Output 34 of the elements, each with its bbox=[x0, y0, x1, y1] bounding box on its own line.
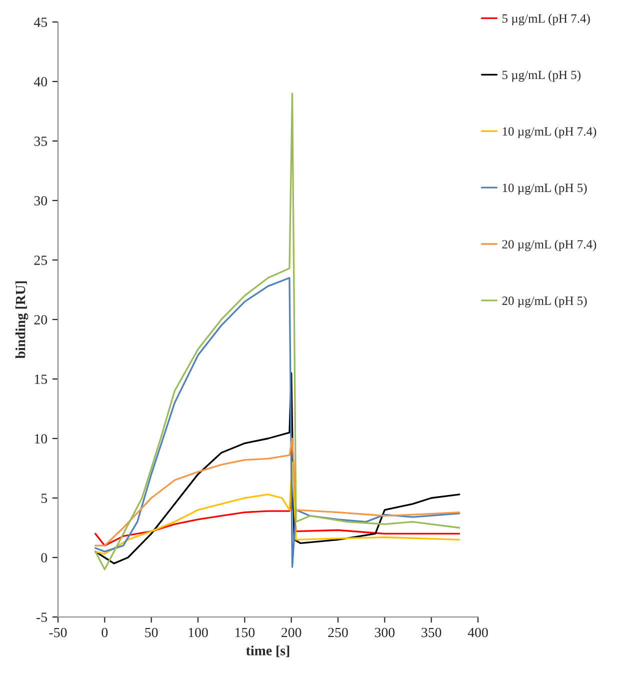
legend-label: 5 µg/mL (pH 5) bbox=[502, 70, 580, 82]
legend-label: 10 µg/mL (pH 5) bbox=[502, 183, 587, 195]
legend-label: 10 µg/mL (pH 7.4) bbox=[502, 126, 596, 138]
y-tick-label: 40 bbox=[34, 77, 48, 86]
x-tick-label: 250 bbox=[328, 628, 348, 638]
y-tick-label: 20 bbox=[34, 315, 48, 324]
y-tick-label: 0 bbox=[41, 553, 48, 562]
legend-label: 5 µg/mL (pH 7.4) bbox=[502, 14, 590, 26]
x-tick-label: 200 bbox=[282, 628, 302, 638]
y-tick-label: 10 bbox=[34, 434, 48, 444]
x-tick-label: 0 bbox=[102, 628, 108, 638]
y-tick-label: 5 bbox=[41, 494, 48, 503]
y-tick-label: 25 bbox=[34, 256, 48, 265]
y-tick-label: -5 bbox=[36, 612, 48, 622]
x-tick-label: 100 bbox=[188, 628, 208, 638]
line-series bbox=[94, 277, 460, 568]
y-tick-label: 30 bbox=[34, 196, 48, 206]
line-series bbox=[94, 461, 460, 555]
y-tick-label: 15 bbox=[34, 374, 48, 384]
line-series bbox=[94, 438, 460, 546]
y-tick-label: 45 bbox=[34, 18, 48, 27]
y-axis-title: binding [RU] bbox=[15, 281, 28, 358]
line-series bbox=[94, 92, 460, 570]
x-tick-label: 400 bbox=[468, 628, 488, 638]
x-tick-label: -50 bbox=[49, 628, 67, 638]
x-tick-label: 300 bbox=[374, 628, 395, 638]
line-series bbox=[94, 372, 460, 564]
x-tick-label: 150 bbox=[235, 628, 255, 638]
legend-label: 20 µg/mL (pH 5) bbox=[502, 296, 587, 308]
x-axis-title: time [s] bbox=[246, 646, 290, 658]
y-tick-label: 35 bbox=[34, 136, 48, 146]
x-tick-label: 350 bbox=[422, 628, 442, 638]
legend-label: 20 µg/mL (pH 7.4) bbox=[502, 240, 596, 252]
x-tick-label: 50 bbox=[145, 628, 158, 638]
